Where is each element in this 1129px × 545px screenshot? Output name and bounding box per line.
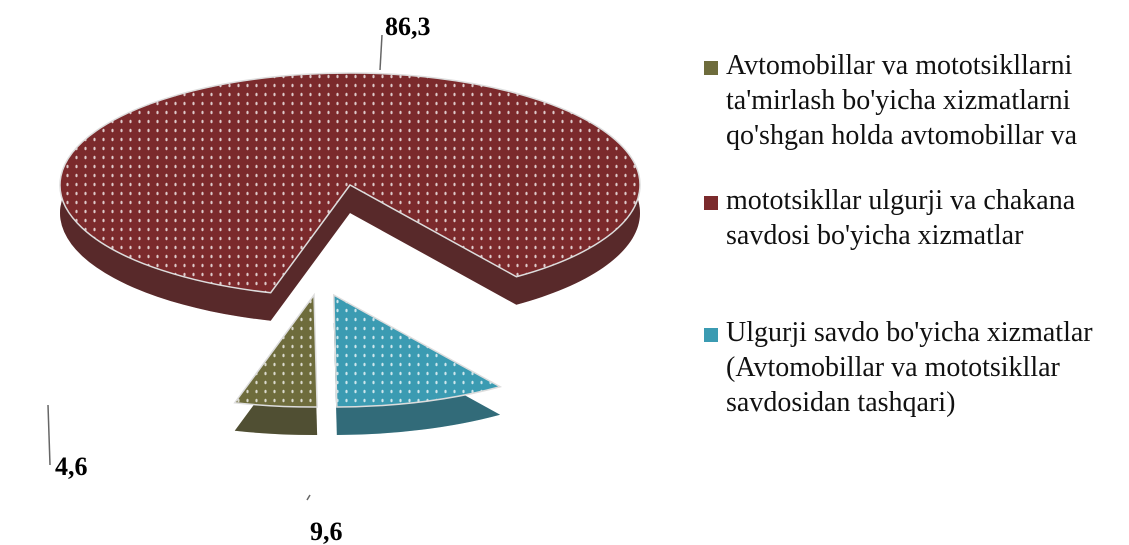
legend-swatch: [704, 61, 718, 75]
legend-entry: mototsikllar ulgurji va chakana savdosi …: [700, 183, 1125, 253]
legend-entry: Avtomobillar va mototsikllarni ta'mirlas…: [700, 48, 1125, 153]
data-label: 9,6: [310, 517, 343, 545]
legend-swatch: [704, 196, 718, 210]
legend-label: mototsikllar ulgurji va chakana savdosi …: [726, 185, 1076, 251]
legend-label: Avtomobillar va mototsikllarni ta'mirlas…: [726, 50, 1078, 151]
data-label: 4,6: [55, 452, 88, 481]
legend-entry: Ulgurji savdo bo'yicha xizmatlar (Avtomo…: [700, 315, 1125, 420]
data-label: 86,3: [385, 12, 431, 41]
slice: [332, 293, 503, 408]
chart: 86,3 4,6 9,6: [47, 12, 641, 545]
slice: [59, 72, 641, 294]
leader-line: [306, 494, 311, 501]
legend: Avtomobillar va mototsikllarni ta'mirlas…: [700, 48, 1125, 420]
slice: [233, 292, 318, 408]
legend-swatch: [704, 328, 718, 342]
legend-label: Ulgurji savdo bo'yicha xizmatlar (Avtomo…: [726, 317, 1093, 418]
leader-line: [47, 404, 51, 466]
leader-line: [379, 34, 383, 71]
